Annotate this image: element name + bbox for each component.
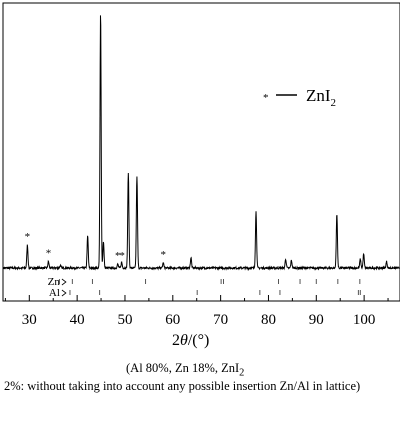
caption-line-1: (Al 80%, Zn 18%, ZnI2 bbox=[126, 361, 245, 379]
star-markers: ** ** * bbox=[25, 231, 166, 262]
star-marker: * bbox=[25, 231, 31, 243]
legend-marker: * bbox=[263, 92, 269, 104]
plot-frame bbox=[2, 2, 400, 302]
x-tick-label: 50 bbox=[117, 312, 132, 328]
reference-row-arrow bbox=[61, 289, 67, 297]
x-tick-label: 70 bbox=[213, 312, 228, 328]
x-tick-label: 30 bbox=[22, 312, 37, 328]
x-tick-label: 80 bbox=[261, 312, 276, 328]
caption-line-2: 2%: without taking into account any poss… bbox=[4, 379, 361, 393]
x-tick-label: 90 bbox=[309, 312, 324, 328]
reference-row-label: Zn bbox=[48, 276, 61, 288]
star-marker: * bbox=[46, 248, 52, 260]
x-tick-label: 40 bbox=[70, 312, 85, 328]
star-marker: * bbox=[160, 249, 166, 261]
star-marker: * bbox=[119, 250, 125, 262]
x-axis-ticks: 30 40 50 60 70 80 90 100 bbox=[4, 295, 389, 328]
reference-row-arrow bbox=[61, 278, 67, 286]
xrd-pattern-line bbox=[2, 15, 400, 272]
x-tick-label: 100 bbox=[353, 312, 376, 328]
legend: * ZnI2 bbox=[263, 86, 336, 109]
x-axis-title: 2θ/(°) bbox=[172, 332, 209, 349]
legend-label: ZnI2 bbox=[306, 86, 336, 109]
x-tick-label: 60 bbox=[165, 312, 180, 328]
reference-row-label: Al bbox=[49, 287, 60, 299]
star-marker: * bbox=[115, 250, 121, 262]
